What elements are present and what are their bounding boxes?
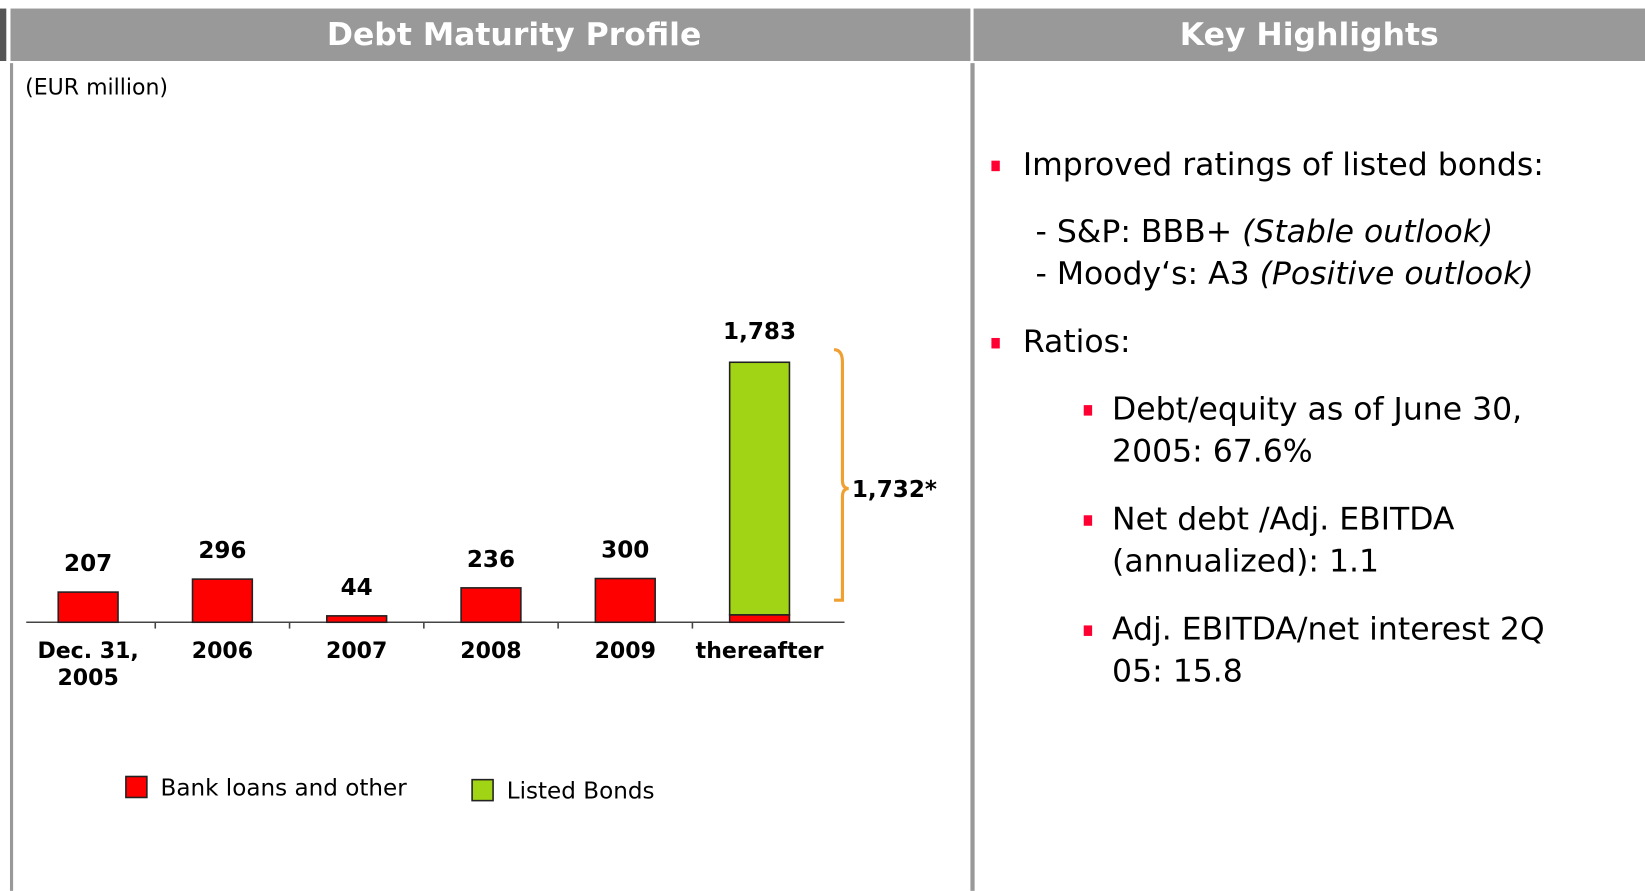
highlight-subitem: 05: 15.8: [1112, 654, 1243, 690]
highlight-detail: - S&P: BBB+ (Stable outlook): [1035, 214, 1493, 250]
annotation: 1,783: [723, 319, 796, 345]
highlight-subitem: Debt/equity as of June 30,: [1112, 391, 1522, 427]
brace: [833, 348, 849, 602]
value-label: 207: [64, 551, 112, 577]
value-label: 236: [467, 547, 515, 573]
x-tick-label: 2008: [460, 638, 522, 664]
x-tick-label: 2006: [191, 638, 254, 664]
value-label: 44: [341, 575, 373, 601]
detail-italic: (Positive outlook): [1260, 256, 1534, 292]
highlight-subitem: Adj. EBITDA/net interest 2Q: [1112, 612, 1545, 648]
value-label: 300: [601, 538, 649, 564]
highlight-subitem: 2005: 67.6%: [1112, 433, 1313, 469]
header-bar: [10, 8, 971, 62]
x-tick-label-box: Dec. 31, 2005: [37, 638, 139, 691]
bar-segment: [57, 591, 119, 624]
x-tick-label: Dec. 31, 2005: [37, 638, 139, 691]
x-tick-label-box: 2006: [191, 638, 254, 664]
highlight-text: Improved ratings of listed bonds:: [1023, 147, 1544, 183]
bar-segment: [191, 578, 254, 624]
x-tick-label-box: 2009: [594, 638, 656, 664]
value-label: 296: [198, 538, 246, 564]
x-tick-label-box: 2007: [326, 638, 388, 664]
legend-swatch: [125, 775, 148, 799]
bar-segment: [728, 614, 791, 624]
bar-segment: [728, 361, 791, 616]
header-bar: [973, 8, 1645, 62]
x-tick-label-box: thereafter: [695, 638, 824, 664]
bullet: [1083, 625, 1093, 636]
highlight-detail: - Moody‘s: A3 (Positive outlook): [1035, 256, 1533, 292]
chart-subtitle: (EUR million): [25, 76, 168, 101]
bar-segment: [594, 577, 656, 624]
legend-swatch: [471, 778, 494, 802]
x-tick-label: 2009: [594, 638, 656, 664]
highlight-subitem: Net debt /Adj. EBITDA: [1112, 502, 1455, 538]
detail-italic: (Stable outlook): [1242, 214, 1493, 250]
legend-label: Listed Bonds: [507, 779, 655, 805]
legend-label: Bank loans and other: [161, 775, 408, 801]
bullet: [1083, 515, 1093, 526]
bar-segment: [326, 615, 388, 624]
value-label: 1,732*: [852, 477, 937, 503]
header-title: Key Highlights: [1180, 17, 1439, 53]
x-tick-label: 2007: [326, 638, 388, 664]
highlight-text: Ratios:: [1023, 324, 1131, 360]
detail-plain: - Moody‘s: A3: [1035, 256, 1259, 292]
highlight-subitem: (annualized): 1.1: [1112, 543, 1379, 579]
bullet: [1083, 405, 1093, 416]
x-tick-label: thereafter: [695, 638, 824, 664]
bullet: [991, 160, 1000, 172]
edge-marker: [0, 8, 7, 62]
header-title: Debt Maturity Profile: [327, 17, 701, 53]
bar-segment: [460, 587, 522, 624]
x-tick-label-box: 2008: [460, 638, 522, 664]
detail-plain: - S&P: BBB+: [1035, 214, 1242, 250]
bullet: [991, 337, 1000, 349]
